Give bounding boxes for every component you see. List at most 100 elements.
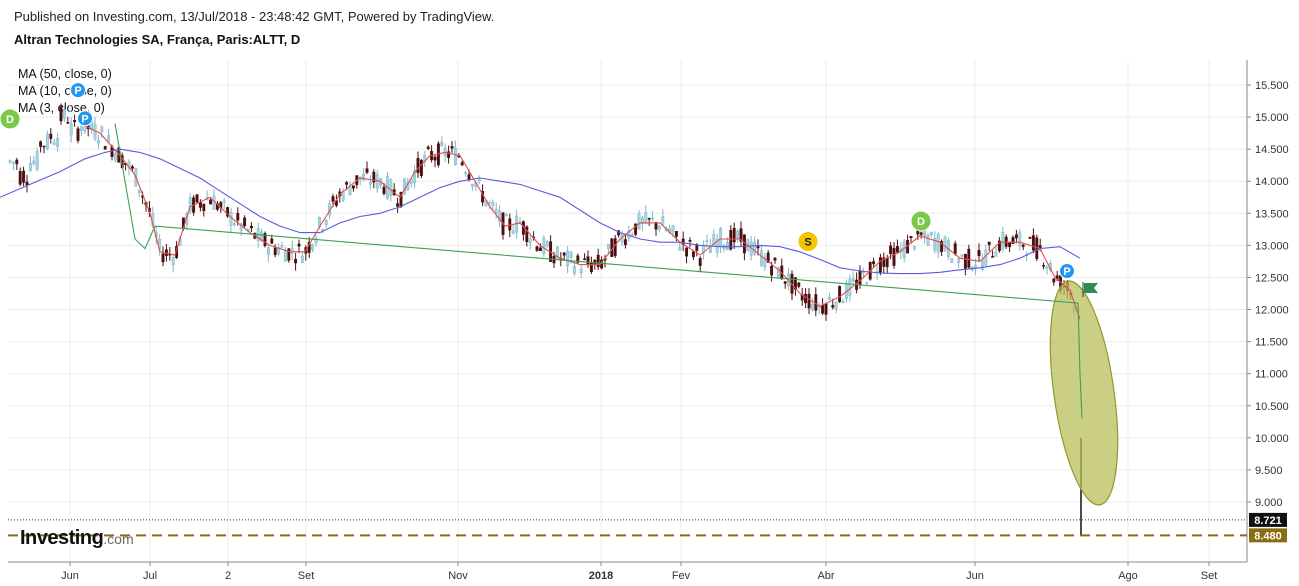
- candle: [623, 233, 627, 249]
- candle: [372, 169, 376, 189]
- ma-legend: MA (50, close, 0) MA (10, close, 0) MA (…: [18, 66, 112, 117]
- time-tick: Jul: [143, 570, 157, 582]
- candle: [416, 151, 420, 178]
- candle: [804, 288, 808, 309]
- candle: [997, 237, 1001, 253]
- event-marker: S: [797, 231, 819, 253]
- time-tick: 2018: [589, 570, 613, 582]
- candle: [215, 200, 219, 212]
- time-tick: Set: [1201, 570, 1218, 582]
- candle: [324, 219, 328, 229]
- candle: [396, 197, 400, 213]
- candle: [304, 245, 308, 261]
- candle: [834, 301, 838, 314]
- candle: [491, 199, 495, 211]
- candle: [501, 212, 505, 240]
- price-tick: 10.000: [1255, 433, 1289, 445]
- candle: [294, 252, 298, 271]
- time-tick: 2: [225, 570, 231, 582]
- candle: [69, 117, 73, 143]
- candle: [440, 136, 444, 148]
- candle: [188, 193, 192, 215]
- candle: [511, 224, 515, 235]
- candle: [861, 267, 865, 277]
- candle: [528, 235, 532, 250]
- candle: [15, 157, 19, 171]
- candle: [35, 147, 39, 172]
- candle: [572, 261, 576, 277]
- candle: [712, 229, 716, 246]
- candle: [76, 126, 80, 144]
- candle: [283, 247, 287, 262]
- event-marker: D: [910, 210, 932, 232]
- candle: [45, 130, 49, 151]
- ma-line-0: [0, 148, 1081, 275]
- candle: [926, 232, 930, 247]
- marker-label: S: [804, 237, 811, 249]
- price-tick: 15.000: [1255, 112, 1289, 124]
- chart-title: Altran Technologies SA, França, Paris:AL…: [14, 32, 301, 47]
- candle: [736, 229, 740, 243]
- candle: [59, 103, 63, 125]
- candle: [950, 258, 954, 263]
- moving-averages: [0, 123, 1083, 419]
- candle: [280, 241, 284, 249]
- candle: [1045, 265, 1049, 275]
- candle: [634, 223, 638, 237]
- event-marker: D: [0, 108, 21, 130]
- candle: [195, 194, 199, 204]
- price-tick: 11.000: [1255, 369, 1288, 381]
- candle: [576, 253, 580, 264]
- candle: [838, 285, 842, 303]
- candle: [1018, 229, 1022, 251]
- price-tick: 12.000: [1255, 305, 1289, 317]
- candle: [878, 253, 882, 276]
- candle: [957, 256, 961, 268]
- time-tick: Abr: [817, 570, 834, 582]
- candle: [1052, 278, 1056, 286]
- price-tick: 14.000: [1255, 176, 1289, 188]
- candlesticks: [8, 103, 1082, 536]
- event-marker: P: [70, 82, 86, 99]
- candle: [470, 183, 474, 191]
- candle: [987, 241, 991, 252]
- candle: [980, 253, 984, 272]
- price-label: 8.721: [1249, 512, 1287, 527]
- highlight-ellipse-layer: [1049, 280, 1119, 506]
- candle: [426, 145, 430, 151]
- candle: [535, 245, 539, 252]
- price-label: 8.480: [1249, 528, 1287, 543]
- candle: [419, 159, 423, 179]
- candle: [936, 231, 940, 259]
- candle: [610, 237, 614, 257]
- candle: [698, 256, 702, 273]
- legend-ma50[interactable]: MA (50, close, 0): [18, 67, 112, 81]
- legend-ma10[interactable]: MA (10, close, 0): [18, 84, 112, 98]
- candle: [549, 235, 553, 263]
- candle: [780, 258, 784, 280]
- candle: [688, 237, 692, 248]
- candle: [1004, 234, 1008, 249]
- time-axis: Jun Jul 2 Set Nov 2018 Fev Abr Jun Ago Set: [8, 561, 1247, 582]
- price-tick: 10.500: [1255, 401, 1289, 413]
- candle: [222, 197, 226, 210]
- price-axis: 15.500 15.000 14.500 14.000 13.500 13.000 12.5…: [8, 60, 1289, 562]
- candle: [307, 237, 311, 259]
- candle: [300, 251, 304, 264]
- candle: [93, 117, 97, 142]
- candle: [42, 145, 46, 154]
- candle: [800, 287, 804, 306]
- candle: [226, 206, 230, 218]
- candle: [273, 244, 277, 258]
- candle: [933, 231, 937, 254]
- candle: [413, 165, 417, 189]
- candle: [824, 302, 828, 321]
- candle: [266, 245, 270, 262]
- published-info: Published on Investing.com, 13/Jul/2018 …: [14, 9, 495, 24]
- candle: [685, 247, 689, 264]
- chart-grid: [8, 60, 1247, 562]
- candle: [909, 236, 913, 243]
- ma-line-1: [79, 123, 1081, 320]
- candle: [8, 159, 12, 165]
